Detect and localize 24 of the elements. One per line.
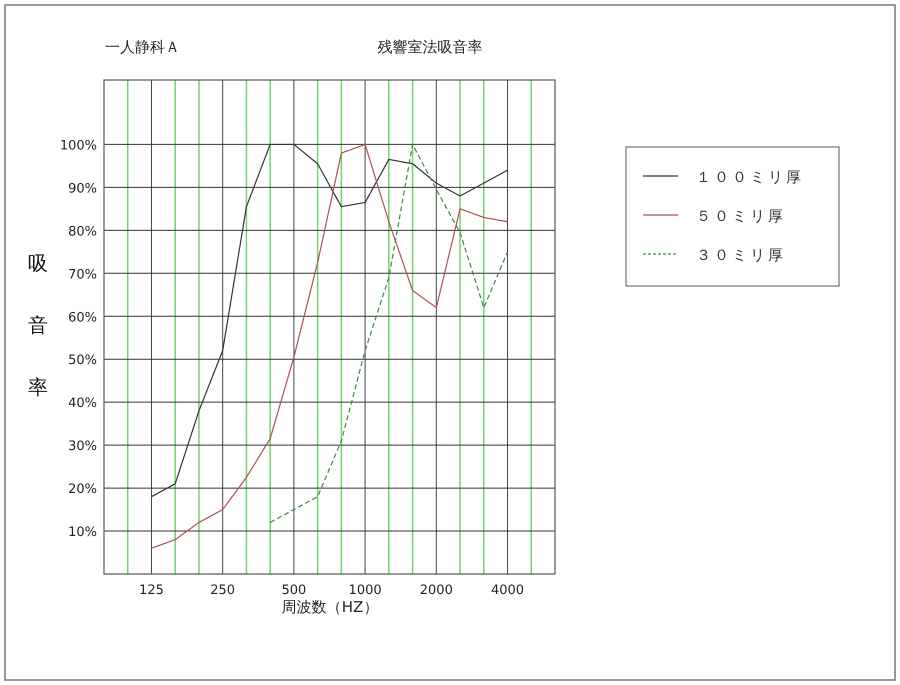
legend-label: １００ミリ厚 — [696, 168, 804, 186]
y-tick-label: 70% — [68, 267, 97, 282]
legend-label: ５０ミリ厚 — [696, 207, 786, 225]
y-tick-label: 80% — [68, 224, 97, 240]
x-axis-title: 周波数（HZ） — [282, 598, 378, 616]
x-tick-label: 125 — [139, 583, 164, 598]
y-tick-label: 40% — [68, 396, 97, 412]
y-tick-label: 50% — [68, 353, 97, 368]
y-tick-label: 30% — [68, 439, 97, 454]
y-tick-label: 20% — [68, 482, 97, 498]
y-tick-label: 90% — [68, 181, 97, 196]
text: 吸音率 — [28, 251, 48, 399]
y-tick-label: 60% — [68, 310, 97, 326]
legend-label: ３０ミリ厚 — [696, 246, 786, 264]
y-tick-label: 100% — [60, 138, 97, 154]
line-series — [270, 144, 508, 524]
x-tick-label: 500 — [281, 583, 306, 598]
chart-subtitle: 一人静科Ａ — [105, 38, 180, 56]
x-tick-label: 1000 — [348, 583, 382, 598]
x-tick-label: 2000 — [420, 583, 453, 598]
x-tick-label: 4000 — [490, 583, 524, 598]
chart-title: 残響室法吸音率 — [378, 38, 482, 56]
x-tick-label: 250 — [210, 583, 236, 598]
y-tick-label: 10% — [68, 525, 97, 540]
